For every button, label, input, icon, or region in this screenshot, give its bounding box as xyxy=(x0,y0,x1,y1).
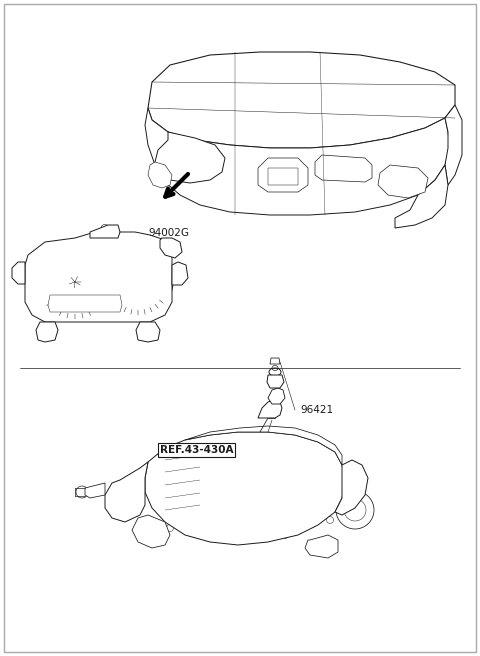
Polygon shape xyxy=(270,358,280,364)
Polygon shape xyxy=(185,426,342,465)
Polygon shape xyxy=(12,262,25,284)
Polygon shape xyxy=(335,460,368,515)
Polygon shape xyxy=(90,225,120,238)
Polygon shape xyxy=(148,162,172,188)
Polygon shape xyxy=(268,388,285,404)
Text: 94002G: 94002G xyxy=(148,228,189,238)
Polygon shape xyxy=(445,105,462,185)
Polygon shape xyxy=(132,515,170,548)
Polygon shape xyxy=(378,165,428,198)
Polygon shape xyxy=(267,375,284,388)
Polygon shape xyxy=(136,322,160,342)
Text: REF.43-430A: REF.43-430A xyxy=(160,445,233,455)
Polygon shape xyxy=(155,132,225,183)
Polygon shape xyxy=(25,232,172,322)
Polygon shape xyxy=(258,158,308,192)
Polygon shape xyxy=(315,155,372,182)
Polygon shape xyxy=(105,462,148,522)
Polygon shape xyxy=(268,168,298,185)
Polygon shape xyxy=(48,295,122,312)
Polygon shape xyxy=(160,238,182,258)
Polygon shape xyxy=(36,322,58,342)
Polygon shape xyxy=(148,52,455,148)
Polygon shape xyxy=(395,165,448,228)
Polygon shape xyxy=(172,262,188,285)
Ellipse shape xyxy=(182,136,200,164)
Polygon shape xyxy=(305,535,338,558)
Ellipse shape xyxy=(184,134,202,162)
Ellipse shape xyxy=(185,134,207,158)
Polygon shape xyxy=(145,108,450,215)
Text: 96421: 96421 xyxy=(300,405,333,415)
Polygon shape xyxy=(258,400,282,418)
Polygon shape xyxy=(85,483,105,498)
Polygon shape xyxy=(145,432,345,545)
